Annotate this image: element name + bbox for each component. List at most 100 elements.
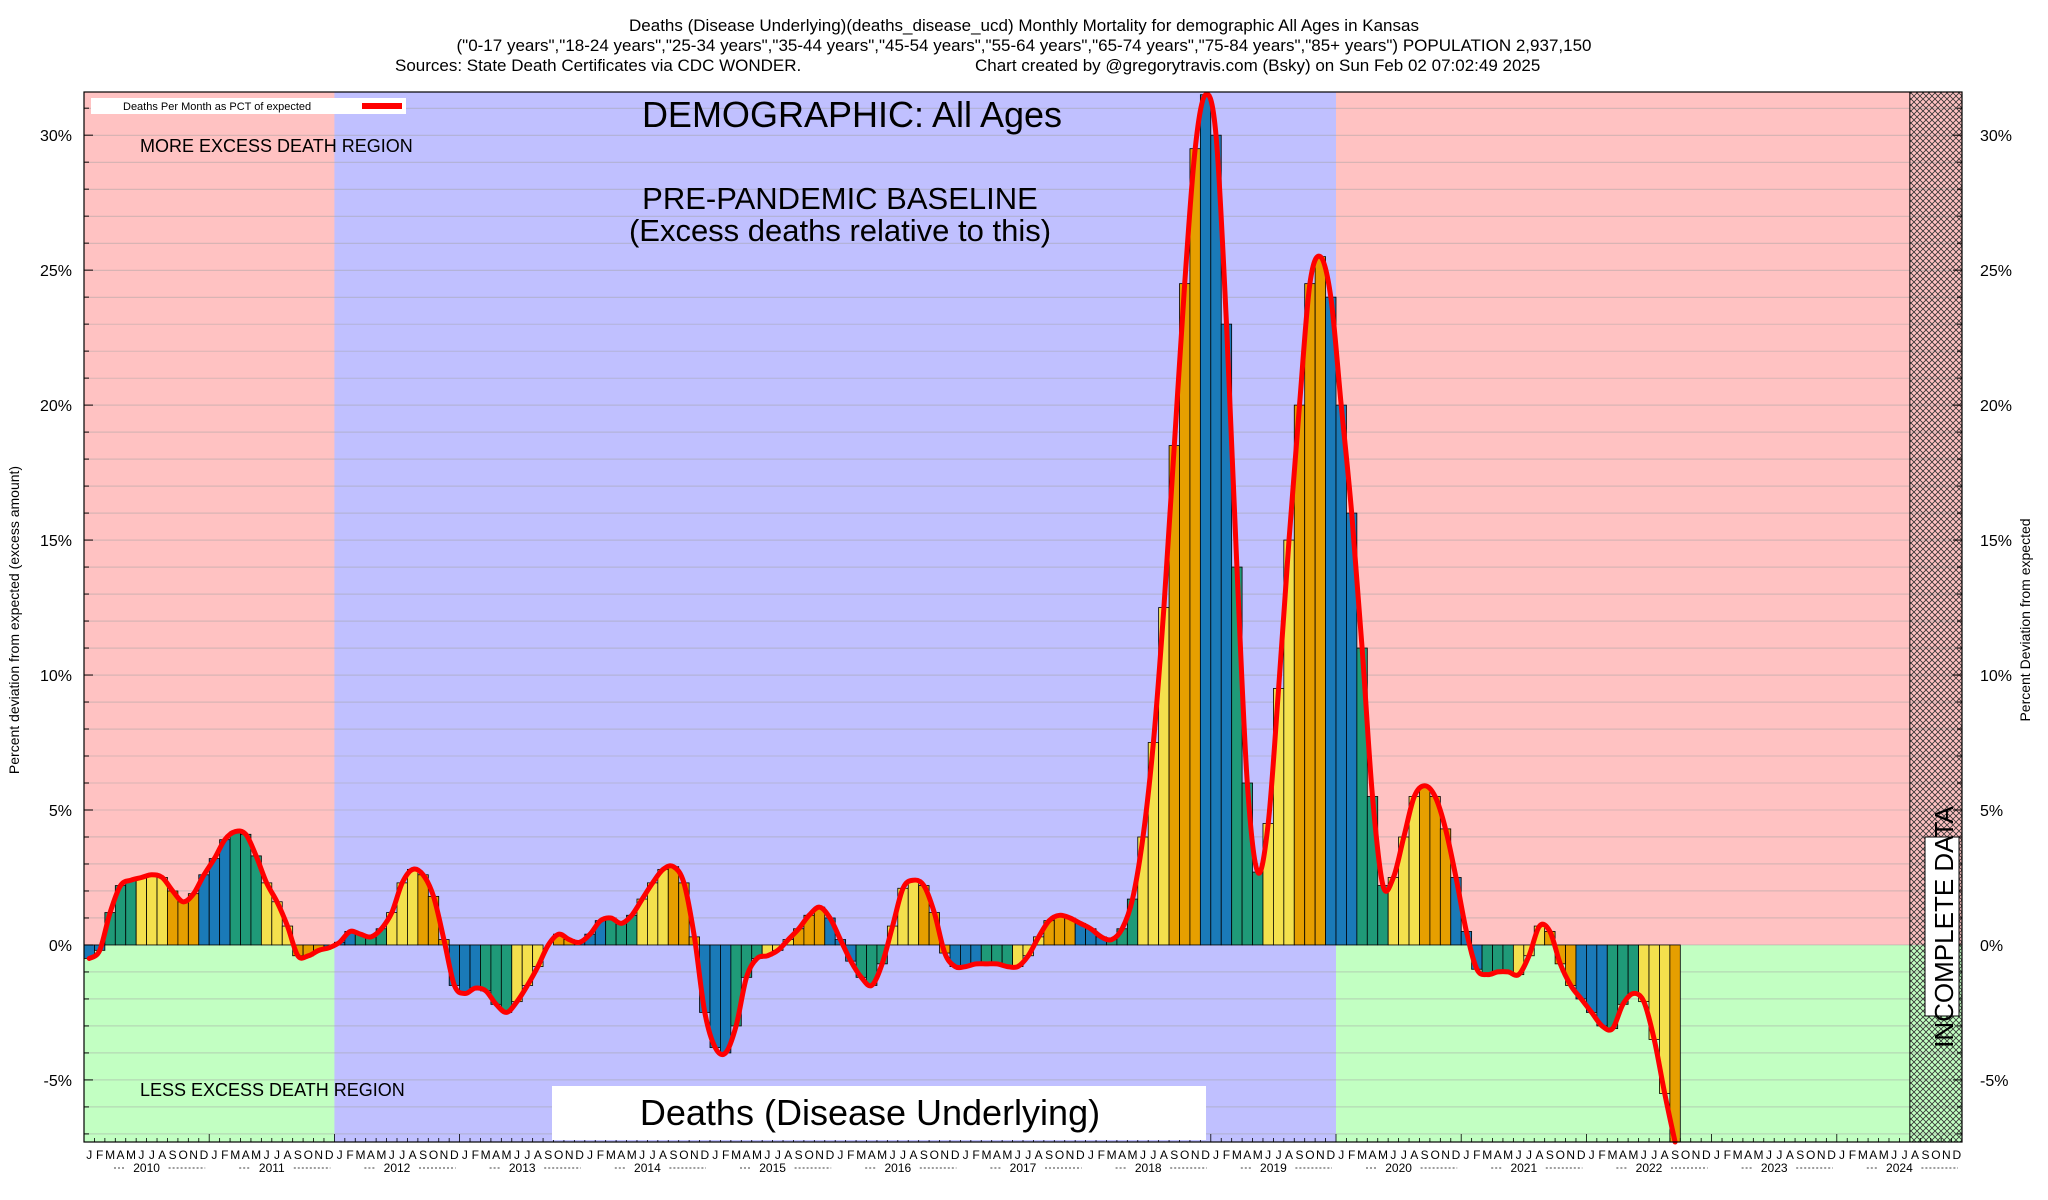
bar [1199, 94, 1212, 946]
month-label: A [1410, 1148, 1418, 1162]
y-tick-label-left: 25% [40, 263, 72, 280]
legend-swatch [362, 103, 402, 109]
month-label: S [1295, 1148, 1303, 1162]
month-label: M [230, 1148, 240, 1162]
year-label: 2023 [1761, 1161, 1788, 1175]
month-label: J [1766, 1148, 1772, 1162]
baseline-label-line-2: (Excess deaths relative to this) [629, 213, 1051, 248]
right-axis-title: Percent Deviation from expected [2017, 518, 2033, 721]
bar [1179, 283, 1191, 946]
bar [1669, 944, 1681, 1143]
month-label: O [1556, 1148, 1565, 1162]
y-tick-label-right: 5% [1980, 803, 2003, 820]
y-tick-label-left: 5% [49, 803, 72, 820]
month-label: S [419, 1148, 427, 1162]
month-label: F [1598, 1148, 1605, 1162]
month-label: F [847, 1148, 854, 1162]
month-label: O [930, 1148, 939, 1162]
month-label: N [690, 1148, 699, 1162]
month-label: J [264, 1148, 270, 1162]
bar [1189, 148, 1201, 946]
month-label: A [117, 1148, 125, 1162]
bar [407, 868, 419, 946]
month-label: A [1160, 1148, 1168, 1162]
month-label: J [1516, 1148, 1522, 1162]
bar [1210, 134, 1222, 946]
bar [720, 944, 732, 1054]
bar [1596, 944, 1608, 1027]
legend-box [91, 98, 406, 114]
month-label: J [399, 1148, 405, 1162]
month-label: J [514, 1148, 520, 1162]
legend-label: Deaths Per Month as PCT of expected [123, 101, 311, 113]
month-label: A [909, 1148, 917, 1162]
month-label: J [1213, 1148, 1219, 1162]
month-label: M [1357, 1148, 1367, 1162]
y-tick-label-left: -5% [44, 1073, 72, 1090]
metric-label-box [552, 1086, 1206, 1140]
month-label: O [679, 1148, 688, 1162]
bar [146, 874, 158, 946]
month-label: D [1702, 1148, 1711, 1162]
month-label: A [993, 1148, 1001, 1162]
month-label: O [429, 1148, 438, 1162]
month-label: J [1902, 1148, 1908, 1162]
bar [615, 922, 627, 946]
month-label: D [1952, 1148, 1961, 1162]
legend: Deaths Per Month as PCT of expected [91, 98, 406, 114]
month-label: D [200, 1148, 209, 1162]
month-label: M [1628, 1148, 1638, 1162]
month-label: A [784, 1148, 792, 1162]
month-label: N [1441, 1148, 1450, 1162]
month-label: O [1055, 1148, 1064, 1162]
month-label: M [1858, 1148, 1868, 1162]
year-label: 2016 [884, 1161, 911, 1175]
bar [991, 944, 1003, 965]
bar [667, 866, 680, 946]
month-label: N [440, 1148, 449, 1162]
month-label: J [149, 1148, 155, 1162]
month-label: D [1201, 1148, 1210, 1162]
month-label: M [355, 1148, 365, 1162]
month-label: F [96, 1148, 103, 1162]
y-tick-label-right: -5% [1980, 1073, 2008, 1090]
y-tick-label-left: 0% [49, 938, 72, 955]
month-label: M [126, 1148, 136, 1162]
bar [469, 944, 481, 989]
month-label: D [450, 1148, 459, 1162]
month-label: J [712, 1148, 718, 1162]
month-label: J [1641, 1148, 1647, 1162]
month-label: J [1088, 1148, 1094, 1162]
month-label: D [1326, 1148, 1335, 1162]
month-label: N [1566, 1148, 1575, 1162]
chart-title-line-1: Deaths (Disease Underlying)(deaths_disea… [629, 16, 1419, 35]
bar [229, 831, 241, 946]
bar [1325, 296, 1337, 946]
month-label: M [752, 1148, 762, 1162]
year-label: 2014 [634, 1161, 661, 1175]
month-label: A [1243, 1148, 1251, 1162]
bar [459, 944, 471, 994]
month-label: F [1223, 1148, 1230, 1162]
month-label: J [389, 1148, 395, 1162]
more-excess-region-label: MORE EXCESS DEATH REGION [140, 136, 413, 156]
month-label: S [1045, 1148, 1053, 1162]
bar [1586, 944, 1598, 1013]
year-label: 2022 [1636, 1161, 1663, 1175]
month-label: J [1651, 1148, 1657, 1162]
month-label: F [1098, 1148, 1105, 1162]
month-label: O [1305, 1148, 1314, 1162]
month-label: J [1401, 1148, 1407, 1162]
bar [1627, 944, 1639, 994]
y-tick-label-left: 15% [40, 533, 72, 550]
month-label: S [294, 1148, 302, 1162]
month-label: A [1911, 1148, 1919, 1162]
year-label: 2024 [1886, 1161, 1913, 1175]
month-label: O [804, 1148, 813, 1162]
bar [1377, 885, 1389, 946]
month-label: N [1817, 1148, 1826, 1162]
month-label: J [462, 1148, 468, 1162]
month-label: J [1526, 1148, 1532, 1162]
month-label: O [1681, 1148, 1690, 1162]
